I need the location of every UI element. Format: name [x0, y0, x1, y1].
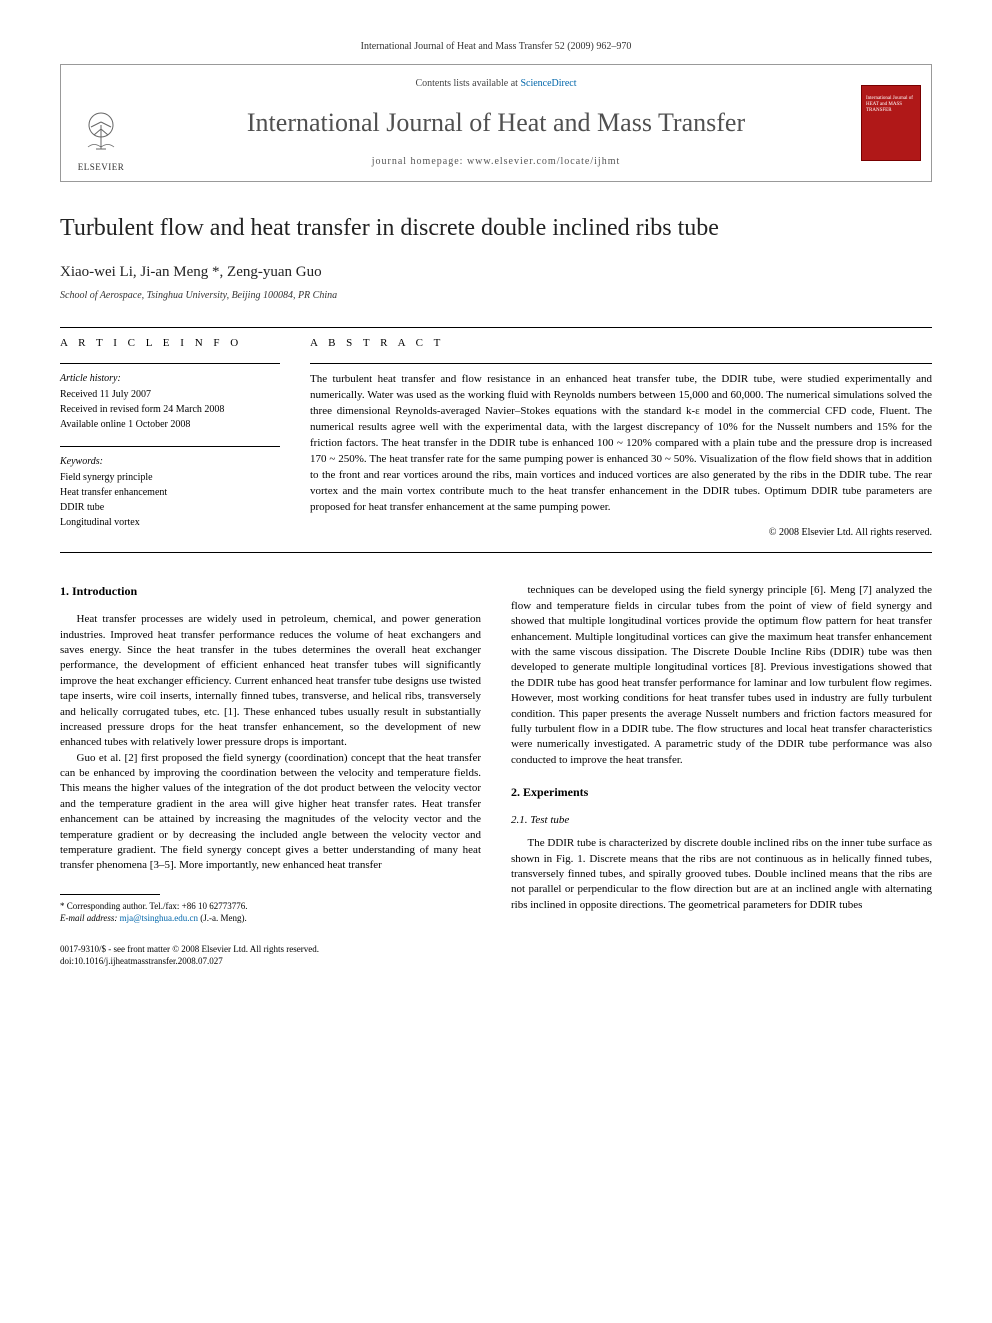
journal-cover-thumbnail: International Journal of HEAT and MASS T… — [861, 85, 921, 161]
authors-line: Xiao-wei Li, Ji-an Meng *, Zeng-yuan Guo — [60, 262, 932, 283]
section-1-heading: 1. Introduction — [60, 583, 481, 600]
abstract-text: The turbulent heat transfer and flow res… — [310, 372, 932, 515]
divider-bottom — [60, 552, 932, 553]
banner-center: Contents lists available at ScienceDirec… — [141, 65, 851, 181]
article-info-column: A R T I C L E I N F O Article history: R… — [60, 336, 280, 544]
left-column: 1. Introduction Heat transfer processes … — [60, 583, 481, 924]
sciencedirect-link[interactable]: ScienceDirect — [520, 78, 576, 89]
footer-front-matter: 0017-9310/$ - see front matter © 2008 El… — [60, 944, 932, 956]
journal-banner: ELSEVIER Contents lists available at Sci… — [60, 64, 932, 182]
journal-cover-block: International Journal of HEAT and MASS T… — [851, 65, 931, 181]
contents-prefix: Contents lists available at — [415, 78, 520, 89]
journal-name: International Journal of Heat and Mass T… — [151, 105, 841, 141]
footer-doi: doi:10.1016/j.ijheatmasstransfer.2008.07… — [60, 956, 932, 968]
keywords-block: Keywords: Field synergy principle Heat t… — [60, 455, 280, 530]
article-history-block: Article history: Received 11 July 2007 R… — [60, 372, 280, 432]
info-divider-1 — [60, 363, 280, 364]
footnote-email-suffix: (J.-a. Meng). — [198, 913, 247, 923]
footnote-email-link[interactable]: mja@tsinghua.edu.cn — [120, 913, 198, 923]
elsevier-logo-block: ELSEVIER — [61, 65, 141, 181]
journal-homepage-line: journal homepage: www.elsevier.com/locat… — [151, 155, 841, 169]
corresponding-author-footnote: * Corresponding author. Tel./fax: +86 10… — [60, 901, 481, 924]
article-title: Turbulent flow and heat transfer in disc… — [60, 212, 932, 246]
history-revised: Received in revised form 24 March 2008 — [60, 403, 280, 417]
abstract-copyright: © 2008 Elsevier Ltd. All rights reserved… — [310, 526, 932, 540]
article-info-heading: A R T I C L E I N F O — [60, 336, 280, 351]
intro-paragraph-2: Guo et al. [2] first proposed the field … — [60, 751, 481, 874]
journal-reference-line: International Journal of Heat and Mass T… — [60, 40, 932, 54]
homepage-prefix: journal homepage: — [372, 156, 467, 167]
abstract-divider — [310, 363, 932, 364]
history-label: Article history: — [60, 372, 280, 386]
experiments-paragraph-1: The DDIR tube is characterized by discre… — [511, 836, 932, 913]
info-abstract-row: A R T I C L E I N F O Article history: R… — [60, 336, 932, 544]
history-received: Received 11 July 2007 — [60, 388, 280, 402]
elsevier-tree-icon — [76, 107, 126, 157]
intro-paragraph-1: Heat transfer processes are widely used … — [60, 612, 481, 751]
footnote-email-label: E-mail address: — [60, 913, 120, 923]
keyword-4: Longitudinal vortex — [60, 516, 280, 530]
abstract-heading: A B S T R A C T — [310, 336, 932, 351]
page-footer: 0017-9310/$ - see front matter © 2008 El… — [60, 944, 932, 967]
info-divider-2 — [60, 446, 280, 447]
keyword-3: DDIR tube — [60, 501, 280, 515]
intro-paragraph-3: techniques can be developed using the fi… — [511, 583, 932, 768]
section-2-heading: 2. Experiments — [511, 784, 932, 801]
keywords-label: Keywords: — [60, 455, 280, 469]
body-two-columns: 1. Introduction Heat transfer processes … — [60, 583, 932, 924]
homepage-url: www.elsevier.com/locate/ijhmt — [467, 156, 620, 167]
journal-cover-text: International Journal of HEAT and MASS T… — [866, 96, 916, 114]
abstract-column: A B S T R A C T The turbulent heat trans… — [310, 336, 932, 544]
footnote-corr: * Corresponding author. Tel./fax: +86 10… — [60, 901, 481, 913]
keyword-2: Heat transfer enhancement — [60, 486, 280, 500]
footnote-email-line: E-mail address: mja@tsinghua.edu.cn (J.-… — [60, 913, 481, 925]
affiliation-line: School of Aerospace, Tsinghua University… — [60, 289, 932, 303]
contents-available-line: Contents lists available at ScienceDirec… — [151, 77, 841, 91]
history-online: Available online 1 October 2008 — [60, 418, 280, 432]
elsevier-label: ELSEVIER — [78, 161, 125, 174]
right-column: techniques can be developed using the fi… — [511, 583, 932, 924]
keyword-1: Field synergy principle — [60, 471, 280, 485]
footnote-separator — [60, 894, 160, 895]
divider-top — [60, 327, 932, 328]
section-2-1-heading: 2.1. Test tube — [511, 813, 932, 828]
